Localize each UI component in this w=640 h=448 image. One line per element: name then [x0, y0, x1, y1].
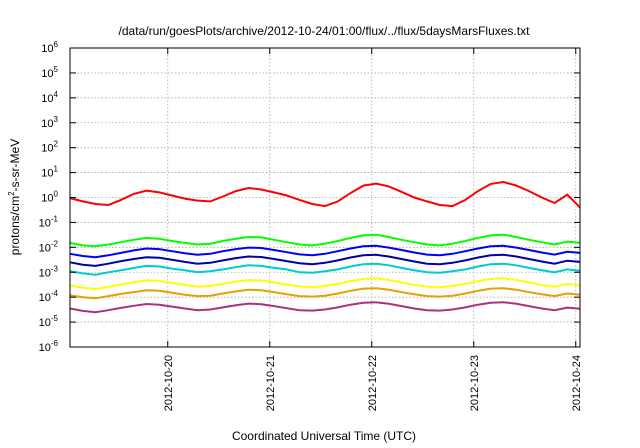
y-tick-label: 10-1	[39, 214, 59, 229]
y-tick-label: 10-4	[39, 289, 59, 304]
y-axis-ticks: 10-6 10-5 10-4 10-3 10-2 10-1 100 101 102 103 104 1…	[39, 40, 580, 354]
y-axis-label-sup: 2	[7, 191, 16, 196]
x-tick-label: 2012-10-24	[571, 355, 583, 411]
series-line	[69, 244, 581, 259]
series-line	[69, 253, 581, 267]
series-group	[69, 180, 581, 314]
x-tick-label: 2012-10-21	[265, 355, 277, 411]
x-tick-label: 2012-10-23	[469, 355, 481, 411]
y-axis-label: protons/cm2-s-sr-MeV	[7, 139, 22, 255]
series-line	[69, 180, 581, 209]
y-tick-label: 10-2	[39, 239, 59, 254]
series-line	[69, 233, 581, 248]
x-axis-label: Coordinated Universal Time (UTC)	[232, 429, 416, 443]
y-axis-label-main: protons/cm	[8, 196, 22, 255]
y-tick-label: 102	[41, 140, 58, 155]
y-tick-label: 10-6	[39, 339, 59, 354]
series-line	[69, 262, 581, 276]
x-axis-ticks: 2012-10-20 2012-10-21 2012-10-22 2012-10-23…	[163, 48, 583, 411]
x-tick-label: 2012-10-22	[367, 355, 379, 411]
y-tick-label: 105	[41, 65, 58, 80]
series-line	[69, 287, 581, 300]
y-tick-label: 104	[41, 90, 58, 105]
y-axis-label-rest: -s-sr-MeV	[8, 139, 22, 192]
y-tick-label: 10-5	[39, 314, 59, 329]
y-tick-label: 103	[41, 115, 58, 130]
y-tick-label: 100	[41, 190, 58, 205]
y-tick-label: 10-3	[39, 264, 59, 279]
y-tick-label: 101	[41, 165, 58, 180]
y-tick-label: 106	[41, 40, 58, 55]
series-line	[69, 301, 581, 314]
chart-title: /data/run/goesPlots/archive/2012-10-24/0…	[119, 24, 531, 38]
x-tick-label: 2012-10-20	[163, 355, 175, 411]
series-line	[69, 277, 581, 291]
